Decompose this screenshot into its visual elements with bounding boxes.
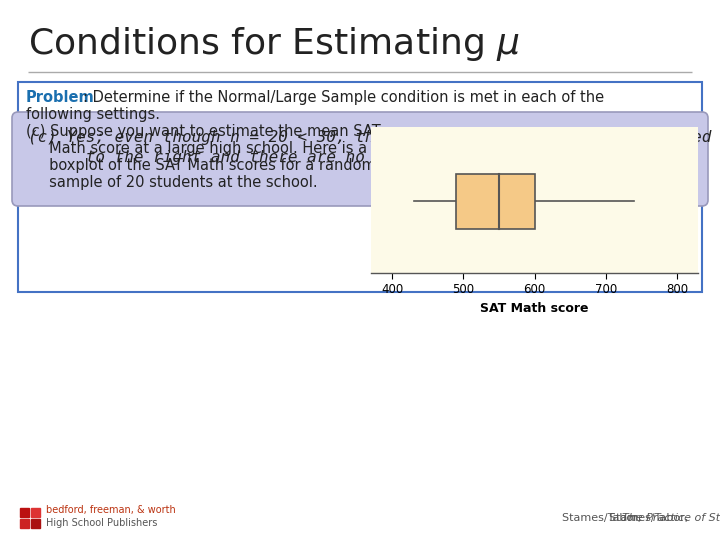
Bar <box>31 519 40 528</box>
Text: (c) Yes; even though n = 20 < 30, the boxplot is only moderately skewed: (c) Yes; even though n = 20 < 30, the bo… <box>28 130 711 145</box>
FancyBboxPatch shape <box>12 112 708 206</box>
Text: boxplot of the SAT Math scores for a random: boxplot of the SAT Math scores for a ran… <box>26 158 376 173</box>
Bar <box>31 508 40 517</box>
Text: The Practice of Statistics: The Practice of Statistics <box>622 513 720 523</box>
Text: Stames/Tabor,: Stames/Tabor, <box>609 513 692 523</box>
Text: Conditions for Estimating $\mu$: Conditions for Estimating $\mu$ <box>28 25 520 63</box>
Text: Math score at a large high school. Here is a: Math score at a large high school. Here … <box>26 141 367 156</box>
Text: (c) Suppose you want to estimate the mean SAT: (c) Suppose you want to estimate the mea… <box>26 124 381 139</box>
Bar <box>18 82 702 292</box>
Text: Problem: Problem <box>26 90 95 105</box>
Text: following settings.: following settings. <box>26 107 160 122</box>
Text: High School Publishers: High School Publishers <box>46 518 158 528</box>
X-axis label: SAT Math score: SAT Math score <box>480 302 589 315</box>
Text: to the right and there are no outliers.: to the right and there are no outliers. <box>28 150 461 165</box>
Bar <box>20 508 29 517</box>
Text: : Determine if the Normal/Large Sample condition is met in each of the: : Determine if the Normal/Large Sample c… <box>83 90 604 105</box>
Bar <box>20 519 29 528</box>
Text: Stames/Tabor,: Stames/Tabor, <box>562 513 644 523</box>
Text: bedford, freeman, & worth: bedford, freeman, & worth <box>46 505 176 515</box>
Bar <box>456 173 534 229</box>
Text: sample of 20 students at the school.: sample of 20 students at the school. <box>26 175 318 190</box>
